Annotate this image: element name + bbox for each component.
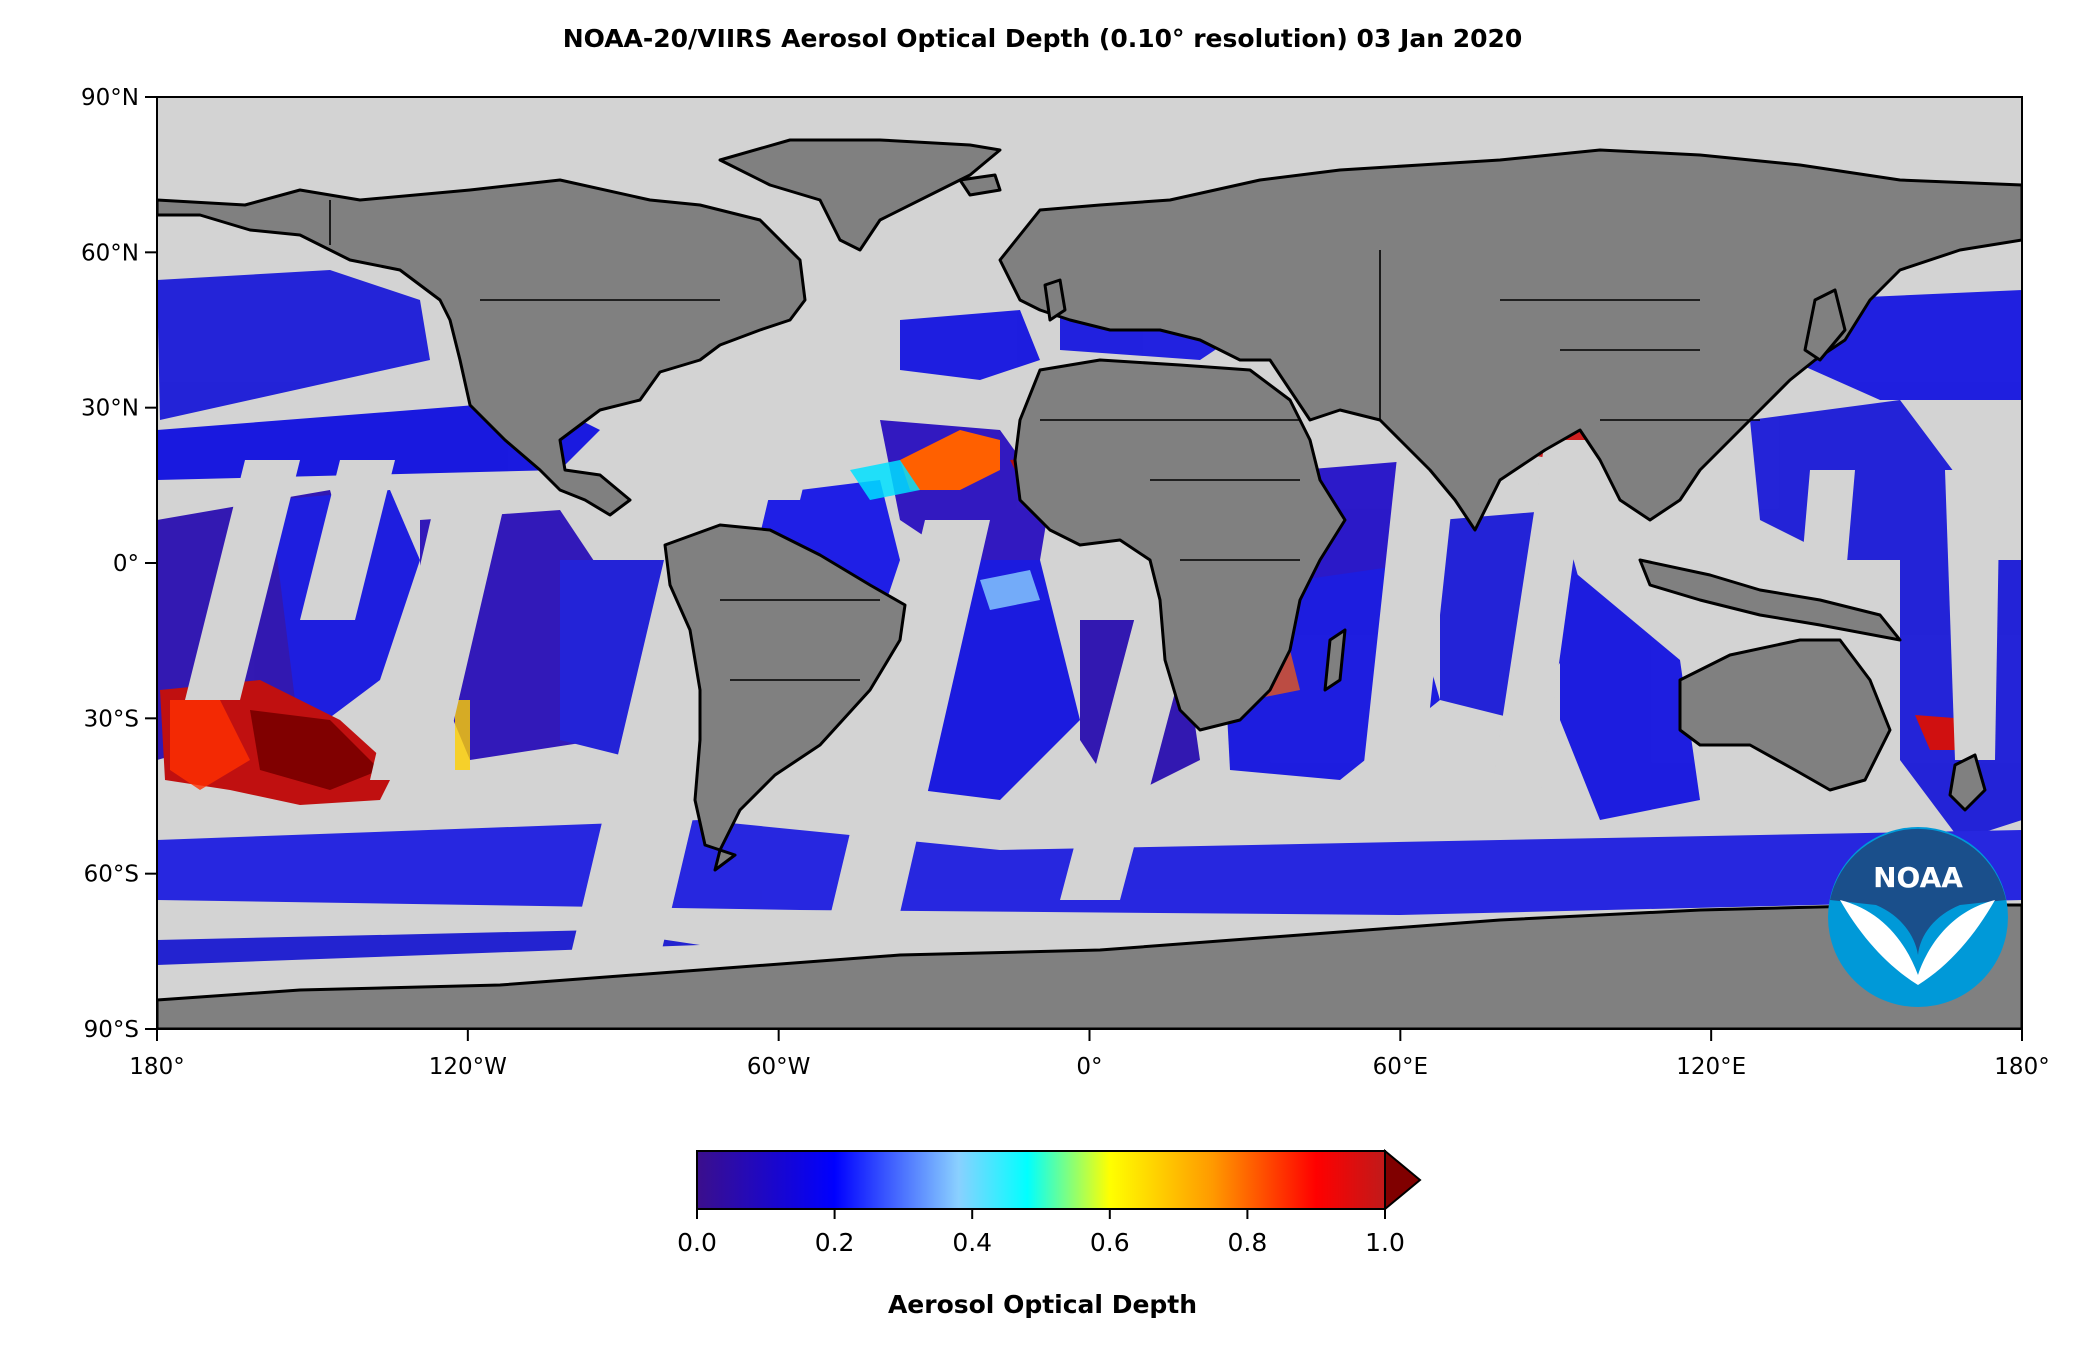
y-tick-label: 30°S <box>84 706 139 732</box>
y-tick-label: 60°N <box>81 240 139 266</box>
x-tick-label: 180° <box>1994 1054 2049 1080</box>
y-tick-label: 90°N <box>81 85 139 111</box>
x-tick-label: 120°W <box>429 1054 507 1080</box>
x-tick-label: 60°E <box>1373 1054 1428 1080</box>
south-america <box>663 523 907 872</box>
colorbar: 0.0 0.2 0.4 0.6 0.8 1.0 <box>677 1148 1422 1257</box>
eurasia <box>998 148 2022 532</box>
colorbar-tick-label: 0.0 <box>677 1228 717 1257</box>
colorbar-tick-label: 1.0 <box>1365 1228 1405 1257</box>
x-tick-label: 180° <box>129 1054 184 1080</box>
y-tick-label: 60°S <box>84 862 139 888</box>
noaa-logo-text: NOAA <box>1873 861 1963 894</box>
borders <box>329 200 1760 681</box>
x-tick-label: 60°W <box>747 1054 811 1080</box>
x-tick-label: 0° <box>1076 1054 1102 1080</box>
colorbar-tick-label: 0.2 <box>815 1228 855 1257</box>
africa <box>1013 358 1347 732</box>
colorbar-extend-arrow <box>1384 1148 1422 1212</box>
new-zealand <box>1948 753 1987 812</box>
y-tick-label: 30°N <box>81 396 139 422</box>
iceland <box>958 173 1002 197</box>
land <box>157 138 2022 1029</box>
x-axis: 180° 120°W 60°W 0° 60°E 120°E 180° <box>129 1029 2050 1080</box>
greenland <box>718 138 1002 252</box>
colorbar-label: Aerosol Optical Depth <box>887 1290 1198 1319</box>
colorbar-gradient <box>696 1150 1386 1210</box>
japan <box>1803 288 1847 362</box>
map-title: NOAA-20/VIIRS Aerosol Optical Depth (0.1… <box>562 24 1523 53</box>
noaa-logo: NOAA <box>1828 827 2008 1007</box>
y-tick-label: 90°S <box>84 1017 139 1043</box>
colorbar-tick-label: 0.4 <box>952 1228 992 1257</box>
x-tick-label: 120°E <box>1676 1054 1746 1080</box>
madagascar <box>1323 628 1347 692</box>
y-axis: 90°N 60°N 30°N 0° 30°S 60°S 90°S <box>81 85 157 1043</box>
antarctica <box>157 903 2022 1029</box>
britain <box>1043 278 1067 322</box>
map-area <box>157 97 2022 1029</box>
north-america <box>157 178 807 517</box>
australia <box>1678 638 1892 792</box>
colorbar-ticks: 0.0 0.2 0.4 0.6 0.8 1.0 <box>677 1209 1405 1257</box>
colorbar-tick-label: 0.6 <box>1090 1228 1130 1257</box>
colorbar-tick-label: 0.8 <box>1228 1228 1268 1257</box>
indonesia <box>1638 558 1902 642</box>
y-tick-label: 0° <box>113 551 139 577</box>
